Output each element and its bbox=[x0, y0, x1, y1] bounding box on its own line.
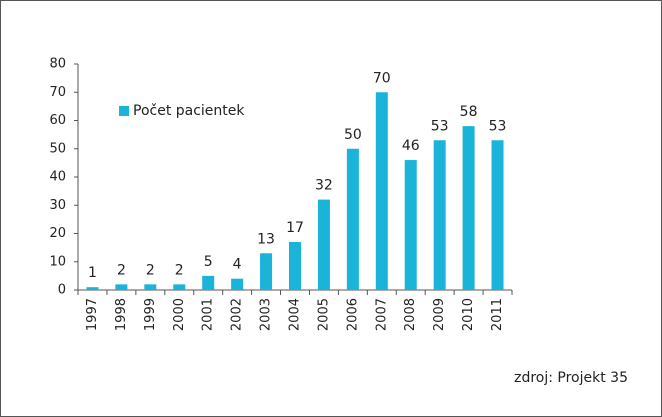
bar bbox=[260, 253, 273, 290]
source-note: zdroj: Projekt 35 bbox=[514, 370, 628, 386]
x-tick-label: 2005 bbox=[316, 298, 331, 331]
y-tick-label: 20 bbox=[49, 226, 66, 241]
y-tick-label: 40 bbox=[49, 170, 66, 185]
bar bbox=[144, 284, 157, 290]
data-label: 4 bbox=[233, 257, 242, 273]
bar bbox=[375, 92, 388, 290]
bar bbox=[404, 160, 417, 290]
bar bbox=[115, 284, 128, 290]
y-tick-label: 70 bbox=[49, 85, 66, 100]
data-label: 70 bbox=[373, 70, 391, 86]
data-label: 5 bbox=[204, 254, 213, 270]
x-tick-label: 1998 bbox=[114, 298, 129, 331]
x-tick-label: 2008 bbox=[403, 298, 418, 331]
x-tick-label: 1999 bbox=[143, 298, 158, 331]
bar bbox=[202, 275, 215, 290]
legend-label: Počet pacientek bbox=[133, 103, 245, 119]
bar bbox=[86, 287, 99, 290]
x-tick-label: 2001 bbox=[201, 298, 216, 331]
x-tick-label: 2003 bbox=[259, 298, 274, 331]
data-label: 13 bbox=[257, 231, 275, 247]
data-label: 17 bbox=[286, 220, 304, 236]
bar bbox=[491, 140, 504, 290]
x-tick-label: 2007 bbox=[374, 298, 389, 331]
x-tick-label: 2010 bbox=[461, 298, 476, 331]
data-label: 32 bbox=[315, 178, 333, 194]
data-label: 1 bbox=[88, 265, 97, 281]
bar bbox=[462, 126, 475, 291]
x-tick-label: 2000 bbox=[172, 298, 187, 331]
data-label: 2 bbox=[175, 262, 184, 278]
x-tick-label: 2002 bbox=[230, 298, 245, 331]
x-tick-label: 2009 bbox=[432, 298, 447, 331]
y-tick-label: 30 bbox=[49, 198, 66, 213]
x-tick-label: 1997 bbox=[85, 298, 100, 331]
bar bbox=[317, 199, 330, 290]
data-label: 46 bbox=[402, 138, 420, 154]
bar bbox=[173, 284, 186, 290]
bar bbox=[346, 148, 359, 290]
data-label: 2 bbox=[117, 262, 126, 278]
data-label: 53 bbox=[431, 118, 449, 134]
data-label: 58 bbox=[460, 104, 478, 120]
bar bbox=[231, 278, 244, 290]
x-tick-label: 2011 bbox=[490, 298, 505, 331]
y-tick-label: 10 bbox=[49, 254, 66, 269]
y-tick-label: 60 bbox=[49, 113, 66, 128]
data-label: 50 bbox=[344, 127, 362, 143]
bar bbox=[289, 241, 301, 290]
data-label: 53 bbox=[489, 118, 507, 134]
y-tick-label: 0 bbox=[58, 283, 66, 298]
y-tick-label: 80 bbox=[49, 57, 66, 72]
legend-swatch bbox=[119, 106, 129, 116]
x-tick-label: 2004 bbox=[288, 298, 303, 331]
bar bbox=[433, 140, 446, 290]
data-label: 2 bbox=[146, 262, 155, 278]
y-tick-label: 50 bbox=[49, 141, 66, 156]
x-tick-label: 2006 bbox=[345, 298, 360, 331]
